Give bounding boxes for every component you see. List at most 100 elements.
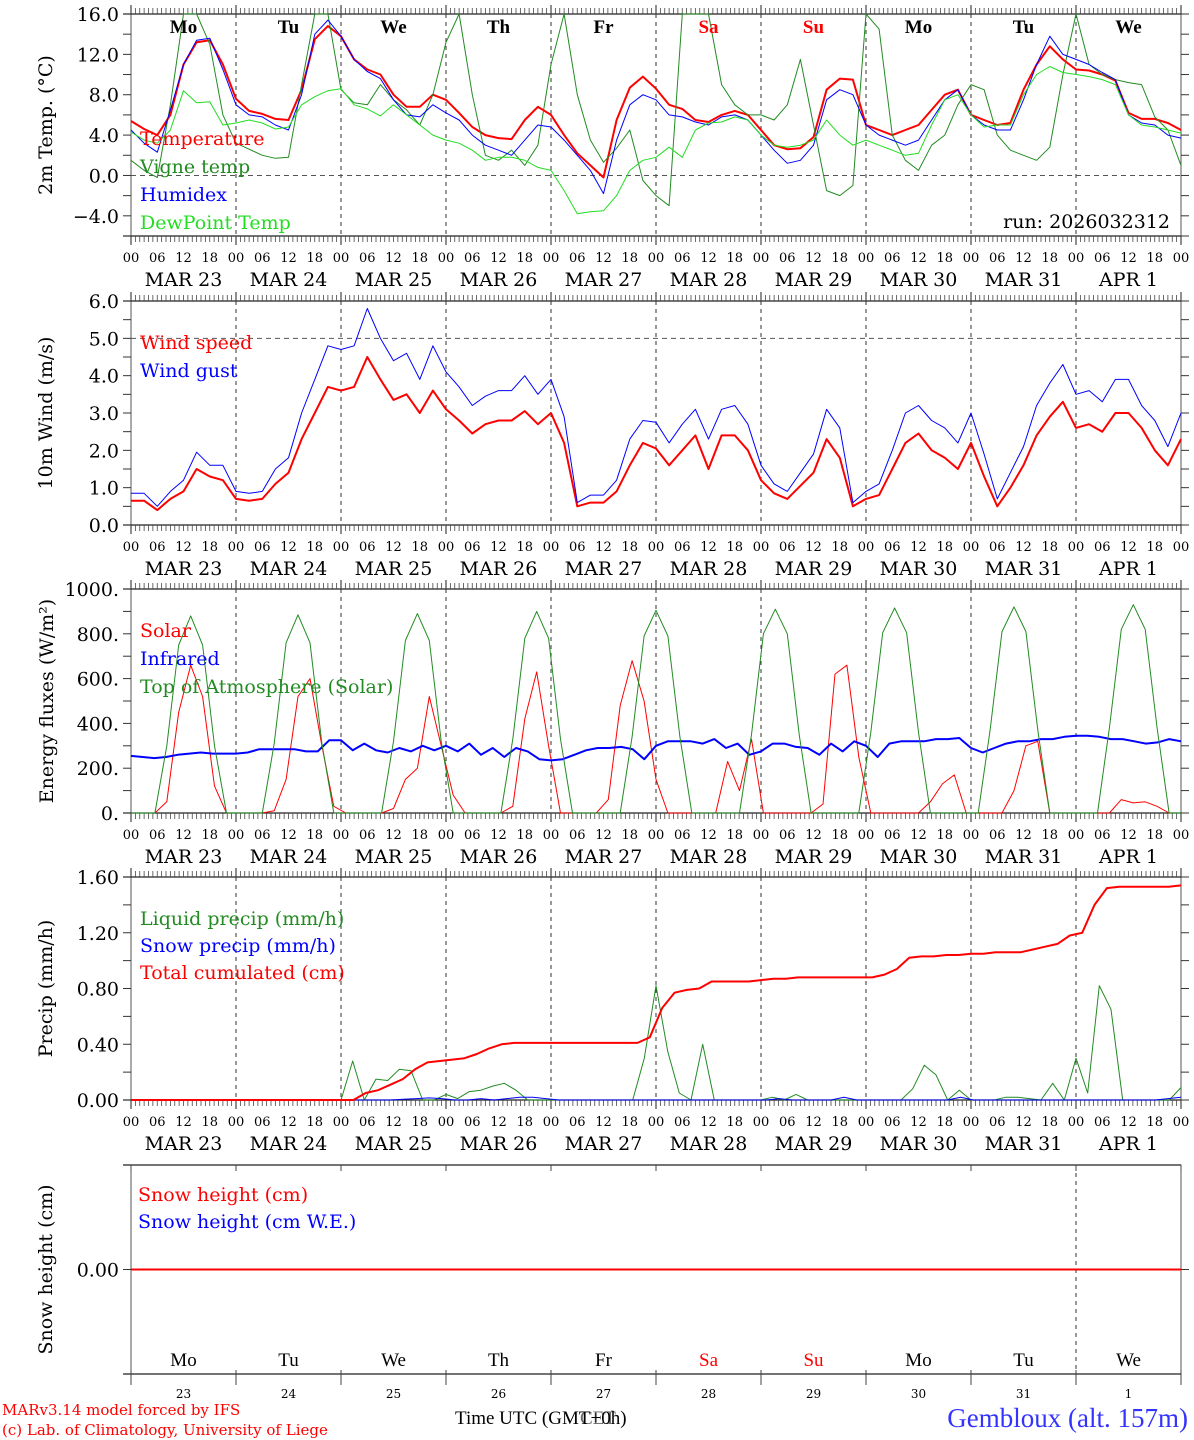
hour-label: 12 [175, 828, 192, 843]
hour-label: 12 [910, 251, 927, 266]
y-tick-label: 0.00 [77, 1260, 119, 1282]
hour-label: 00 [333, 251, 350, 266]
weekday-label: We [380, 17, 406, 38]
hour-label: 06 [674, 251, 691, 266]
series-line-total-cumulated-cm- [131, 884, 1182, 1101]
weekday-label: Sa [698, 17, 719, 38]
hour-label: 00 [333, 540, 350, 555]
hour-label: 12 [805, 1115, 822, 1130]
y-tick-label: 8.0 [89, 85, 119, 107]
legend-entry: Liquid precip (mm/h) [140, 908, 344, 930]
hour-label: 06 [569, 540, 586, 555]
weekday-label: Tu [278, 1350, 299, 1371]
date-label: MAR 30 [880, 1133, 958, 1155]
hour-label: 00 [963, 251, 980, 266]
weekday-label: Sa [699, 1350, 719, 1371]
date-label: MAR 29 [775, 269, 853, 291]
hour-label: 18 [306, 1115, 323, 1130]
date-label: APR 1 [1098, 269, 1158, 291]
hour-label: 06 [989, 251, 1006, 266]
hour-label: 00 [228, 1115, 245, 1130]
hour-label: 06 [569, 828, 586, 843]
date-label: MAR 26 [460, 1133, 538, 1155]
hour-label: 12 [595, 828, 612, 843]
date-label: APR 1 [1098, 846, 1158, 868]
day-number: 24 [281, 1387, 297, 1401]
panel-precip: 00 06 12 18 MAR 23 00 06 12 18 MAR 24 00 06 12 18 MAR … [35, 867, 1189, 1155]
y-tick-label: 800. [77, 624, 119, 646]
hour-label: 00 [543, 540, 560, 555]
hour-label: 18 [621, 540, 638, 555]
date-label: MAR 25 [355, 1133, 433, 1155]
hour-label: 18 [726, 251, 743, 266]
date-label: MAR 23 [145, 846, 223, 868]
hour-label: 18 [831, 540, 848, 555]
hour-label: 06 [884, 540, 901, 555]
y-tick-label: 200. [77, 758, 119, 780]
hour-label: 12 [805, 540, 822, 555]
hour-label: 18 [936, 828, 953, 843]
hour-label: 18 [936, 251, 953, 266]
hour-label: 18 [1041, 540, 1058, 555]
date-label: MAR 31 [985, 1133, 1063, 1155]
y-tick-label: 0.40 [77, 1034, 119, 1056]
hour-label: 12 [1015, 540, 1032, 555]
hour-label: 12 [280, 828, 297, 843]
hour-label: 00 [123, 828, 140, 843]
hour-label: 12 [490, 1115, 507, 1130]
date-label: MAR 29 [775, 846, 853, 868]
date-label: APR 1 [1098, 558, 1158, 580]
weekday-label: Su [803, 17, 825, 38]
day-number: 30 [911, 1387, 926, 1401]
hour-label: 18 [831, 828, 848, 843]
date-label: MAR 23 [145, 269, 223, 291]
hour-label: 12 [910, 1115, 927, 1130]
date-label: MAR 25 [355, 846, 433, 868]
hour-label: 06 [884, 828, 901, 843]
legend-entry: Total cumulated (cm) [140, 962, 345, 984]
y-axis-label: 2m Temp. (°C) [35, 55, 57, 195]
hour-label: 12 [385, 1115, 402, 1130]
weekday-label: Mo [170, 1350, 196, 1371]
hour-label: 06 [1094, 828, 1111, 843]
hour-label: 00 [858, 828, 875, 843]
hour-label: 18 [621, 1115, 638, 1130]
weekday-label: Fr [593, 17, 614, 38]
date-label: MAR 25 [355, 269, 433, 291]
hour-label: 18 [201, 828, 218, 843]
hour-label: 18 [516, 251, 533, 266]
weekday-label: We [1115, 17, 1141, 38]
day-number: 27 [596, 1387, 611, 1401]
hour-label: 06 [779, 251, 796, 266]
y-axis-label: Precip (mm/h) [35, 920, 57, 1058]
y-tick-label: −4.0 [73, 206, 119, 228]
series-line-humidex [130, 19, 1182, 195]
hour-label: 12 [490, 828, 507, 843]
y-tick-label: 12.0 [77, 44, 119, 66]
hour-label: 00 [648, 251, 665, 266]
date-label: MAR 28 [670, 846, 748, 868]
hour-label: 00 [228, 540, 245, 555]
hour-label: 00 [858, 1115, 875, 1130]
weekday-label: Mo [905, 1350, 931, 1371]
y-tick-label: 5.0 [89, 328, 119, 350]
hour-label: 00 [648, 828, 665, 843]
y-tick-label: 1000. [65, 579, 119, 601]
date-label: MAR 28 [670, 1133, 748, 1155]
hour-label: 12 [700, 1115, 717, 1130]
hour-label: 00 [543, 1115, 560, 1130]
hour-label: 00 [858, 540, 875, 555]
y-axis-label: 10m Wind (m/s) [35, 337, 57, 490]
hour-label: 06 [1094, 540, 1111, 555]
day-number: 26 [491, 1387, 506, 1401]
hour-label: 00 [1173, 540, 1190, 555]
hour-label: 06 [254, 251, 271, 266]
hour-label: 12 [1120, 251, 1137, 266]
date-label: MAR 25 [355, 558, 433, 580]
hour-label: 18 [1146, 540, 1163, 555]
hour-label: 12 [385, 540, 402, 555]
hour-label: 12 [175, 540, 192, 555]
legend-entry: Vigne temp [139, 156, 250, 178]
y-tick-label: 0.00 [77, 1090, 119, 1112]
